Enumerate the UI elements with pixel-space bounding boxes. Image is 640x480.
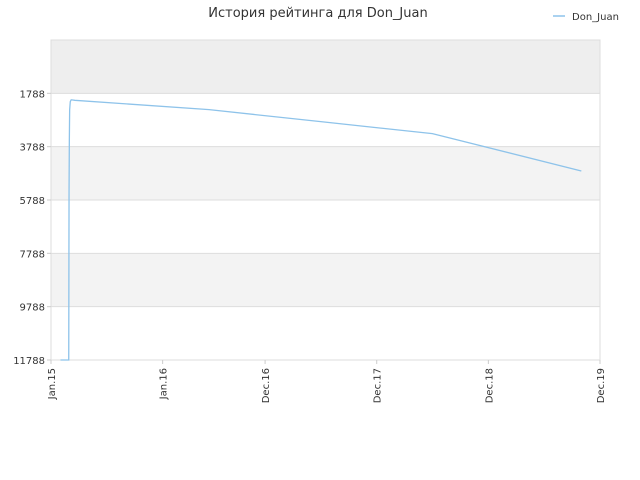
- y-tick-label: 11788: [13, 356, 45, 367]
- plot-band: [51, 93, 600, 147]
- y-axis: 1788 3788 5788 7788 9788 11788: [13, 89, 51, 367]
- y-tick-label: 7788: [20, 249, 45, 260]
- series-lines: [60, 99, 582, 361]
- legend: Don_Juan: [553, 12, 619, 23]
- x-tick-label: Jan.15: [47, 368, 58, 400]
- y-tick-label: 9788: [20, 303, 45, 314]
- x-tick-label: Jan.16: [159, 368, 170, 400]
- y-tick-label: 1788: [20, 89, 45, 100]
- plot-band: [51, 40, 600, 94]
- plot-band: [51, 253, 600, 307]
- plot-background-bands: [51, 40, 600, 360]
- series-line-don-juan: [60, 99, 582, 361]
- plot-band: [51, 200, 600, 254]
- x-axis: Jan.15 Jan.16 Dec.16 Dec.17 Dec.18 Dec.19: [47, 360, 607, 403]
- x-tick-label: Dec.18: [484, 368, 495, 403]
- chart-title: История рейтинга для Don_Juan: [208, 6, 427, 21]
- x-tick-label: Dec.19: [596, 368, 607, 403]
- x-tick-label: Dec.17: [373, 368, 384, 403]
- x-tick-label: Dec.16: [261, 368, 272, 403]
- plot-band: [51, 146, 600, 200]
- y-tick-label: 3788: [20, 143, 45, 154]
- legend-label: Don_Juan: [572, 12, 619, 23]
- y-tick-label: 5788: [20, 196, 45, 207]
- plot-band: [51, 306, 600, 360]
